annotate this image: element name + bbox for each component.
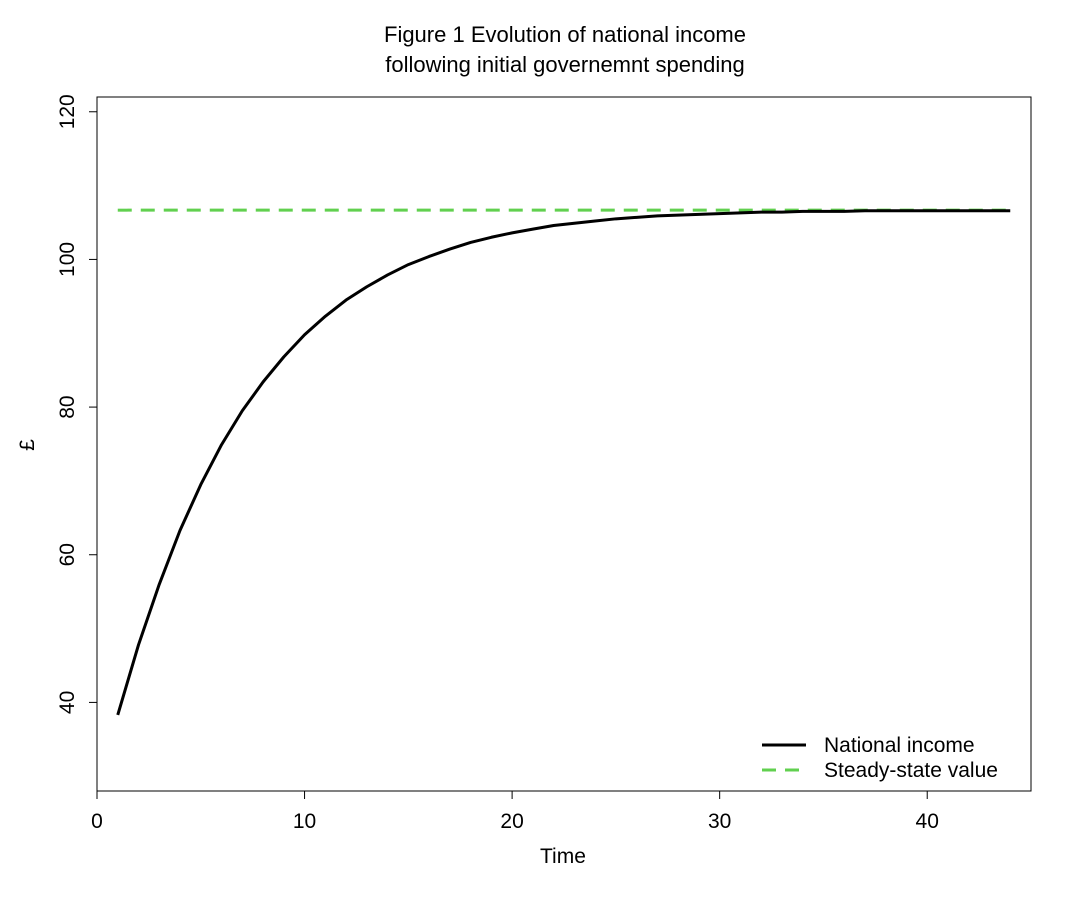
x-tick-label: 10 <box>293 810 316 833</box>
y-tick-label: 40 <box>56 691 79 714</box>
x-axis-label: Time <box>540 845 586 868</box>
chart-title-line-1: Figure 1 Evolution of national income <box>384 22 746 47</box>
legend-item-national-income-label: National income <box>824 734 975 757</box>
plot-frame <box>96 96 1032 792</box>
chart-title-line-2: following initial governemnt spending <box>385 52 745 77</box>
legend-item-steady-state-label: Steady-state value <box>824 759 998 782</box>
y-tick-label: 100 <box>56 242 79 277</box>
series-line-national-income <box>116 209 1011 716</box>
y-tick-label: 80 <box>56 395 79 418</box>
x-tick-label: 30 <box>708 810 731 833</box>
x-tick-label: 0 <box>91 810 103 833</box>
series-layer <box>116 208 1011 716</box>
y-tick-label: 120 <box>56 94 79 129</box>
y-axis-label: £ <box>15 439 39 451</box>
y-tick-label: 60 <box>56 543 79 566</box>
x-tick-label: 40 <box>916 810 939 833</box>
y-axis: 40 60 80 100 120 <box>56 94 98 714</box>
x-axis: 0 10 20 30 40 <box>91 790 939 833</box>
x-tick-label: 20 <box>500 810 523 833</box>
